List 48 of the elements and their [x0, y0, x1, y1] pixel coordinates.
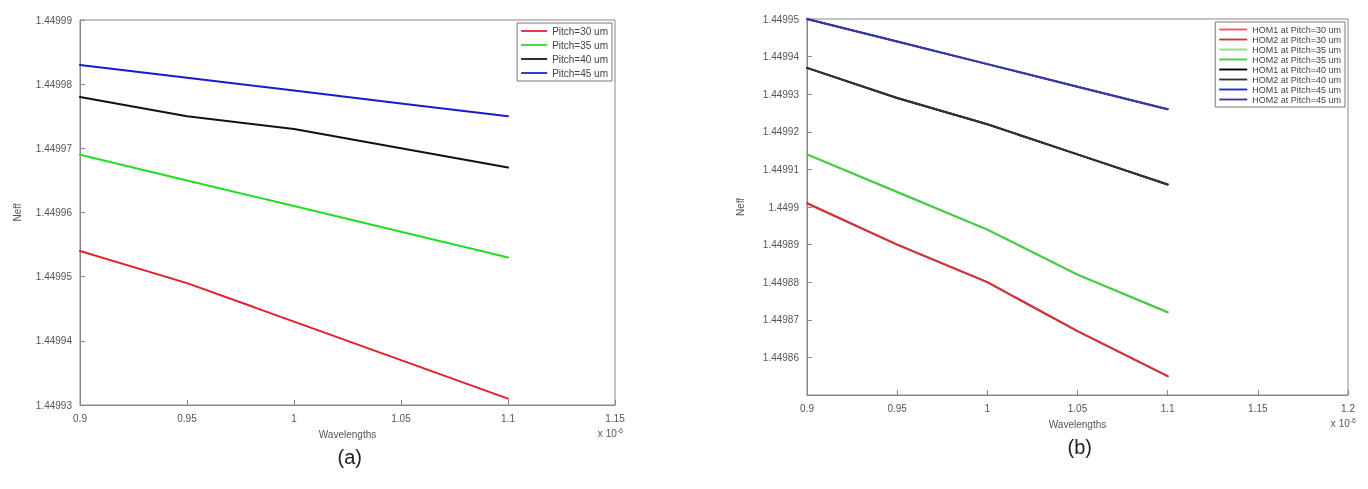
text: (a): [337, 446, 362, 468]
x-tick-label: 1.1: [1160, 402, 1176, 414]
x-tick-label: 0.9: [73, 412, 88, 424]
y-tick-label: 1.44993: [762, 88, 800, 100]
x-tick-label: 0.9: [800, 402, 815, 414]
y-tick-label: 1.44994: [762, 51, 800, 63]
x-tick-label: 1.2: [1341, 402, 1356, 414]
legend-label: HOM2 at Pitch=45 um: [1252, 94, 1342, 105]
x-tick-label: 0.95: [177, 412, 198, 424]
legend-label: Pitch=30 um: [552, 25, 609, 37]
y-tick-label: 1.44988: [762, 276, 800, 288]
legend-label: Pitch=45 um: [552, 67, 609, 79]
legend-label: Pitch=40 um: [552, 53, 609, 65]
x-tick-label: 1.1: [501, 412, 516, 424]
y-tick-label: 1.44995: [762, 13, 800, 25]
x-tick-label: 1.15: [1248, 402, 1268, 414]
legend-label: Pitch=35 um: [552, 39, 609, 51]
x-tick-label: 0.95: [887, 402, 908, 414]
y-tick-label: 1.44989: [762, 239, 800, 251]
legend-label: HOM2 at Pitch=40 um: [1252, 74, 1342, 85]
y-tick-label: 1.44997: [35, 142, 73, 154]
y-tick-label: 1.4499: [768, 201, 800, 213]
text: (b): [1067, 436, 1092, 458]
legend-label: HOM1 at Pitch=35 um: [1252, 44, 1342, 55]
x-tick-label: 1: [984, 402, 991, 414]
y-tick-label: 1.44986: [762, 351, 800, 363]
x-axis-title: Wavelengths: [318, 428, 377, 440]
y-tick-label: 1.44993: [35, 399, 73, 411]
legend-label: HOM2 at Pitch=35 um: [1252, 54, 1342, 65]
y-axis-title: Neff: [11, 203, 23, 222]
legend-label: HOM1 at Pitch=45 um: [1252, 84, 1342, 95]
y-tick-label: 1.44999: [35, 14, 73, 26]
y-axis-title: Neff: [734, 197, 746, 217]
y-tick-label: 1.44998: [35, 78, 73, 90]
y-tick-label: 1.44987: [762, 314, 800, 326]
x-tick-label: 1.05: [1067, 402, 1088, 414]
y-tick-label: 1.44991: [762, 163, 800, 175]
y-tick-label: 1.44996: [35, 207, 73, 218]
x-tick-label: 1: [291, 412, 298, 424]
legend-label: HOM2 at Pitch=30 um: [1252, 34, 1342, 45]
legend-label: HOM1 at Pitch=30 um: [1252, 24, 1342, 35]
y-tick-label: 1.44995: [35, 271, 73, 283]
x-tick-label: 1.15: [605, 412, 626, 424]
y-tick-label: 1.44994: [35, 335, 73, 347]
y-tick-label: 1.44992: [762, 126, 800, 138]
x-tick-label: 1.05: [391, 412, 412, 424]
legend-label: HOM1 at Pitch=40 um: [1252, 64, 1342, 75]
x-axis-title: Wavelengths: [1048, 418, 1107, 430]
